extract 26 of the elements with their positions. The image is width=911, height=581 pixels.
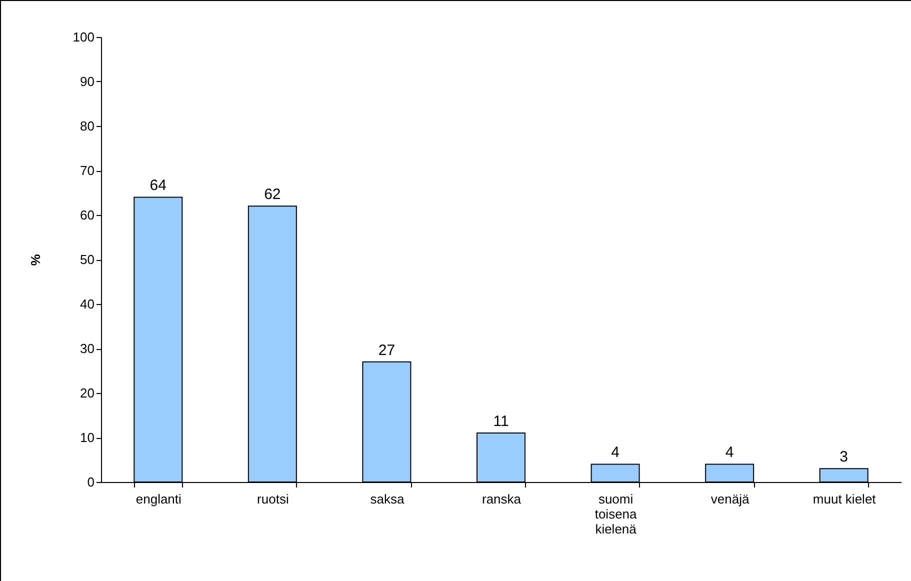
x-tick-label: englanti [136,492,182,506]
data-label: 64 [150,177,166,194]
y-tick-label: 10 [80,430,94,445]
x-tick-label: suomi toisena kielenä [594,492,638,536]
y-tick-label: 0 [87,474,94,490]
y-axis-title: % [28,254,43,266]
y-tick-label: 80 [80,118,94,134]
data-label: 11 [493,413,509,430]
x-tick-label: ranska [482,492,522,506]
x-tick-label: muut kielet [812,492,876,506]
data-label: 4 [725,444,734,462]
y-tick-label: 40 [80,296,94,312]
y-tick-label: 70 [80,163,94,178]
y-tick-label: 90 [80,74,94,89]
x-tick-label: saksa [370,492,405,506]
x-tick-label: venäjä [710,492,750,506]
y-tick-label: 100 [72,30,94,44]
y-tick-label: 20 [80,386,94,400]
x-tick-label: ruotsi [257,492,289,506]
y-tick-label: 30 [80,341,94,356]
data-label: 27 [378,342,396,359]
y-tick-label: 50 [80,252,94,267]
y-tick-label: 60 [80,208,94,222]
data-label: 3 [840,448,848,466]
data-label: 4 [611,444,620,462]
data-label: 62 [264,186,281,204]
